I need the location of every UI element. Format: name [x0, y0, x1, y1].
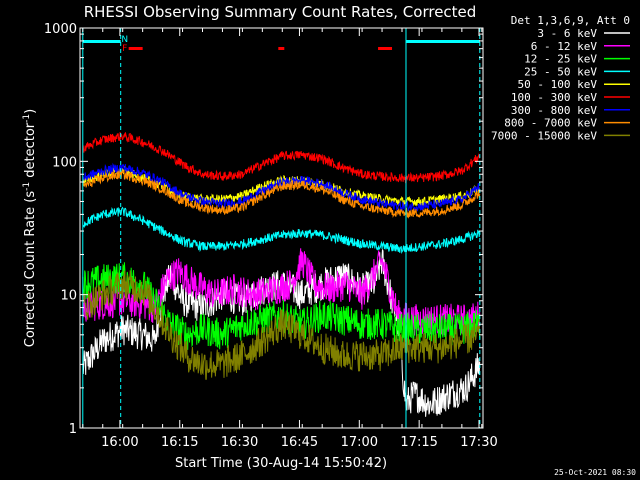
y-axis-label-part: Corrected Count Rate (s [23, 191, 38, 348]
y-tick-label: 1000 [44, 22, 77, 37]
plot-frame [79, 27, 484, 429]
x-tick-label: 16:15 [161, 435, 198, 450]
marker-layer: NF [82, 28, 481, 428]
legend-entry-label: 25 - 50 keV [524, 65, 597, 78]
x-tick-label: 17:15 [400, 435, 437, 450]
flag-label-n: N [121, 35, 128, 45]
legend-header: Det 1,3,6,9, Att 0 [511, 14, 630, 27]
x-tick-label: 16:30 [221, 435, 258, 450]
legend-entry-label: 100 - 300 keV [511, 91, 597, 104]
legend-entry-label: 12 - 25 keV [524, 53, 597, 66]
series-line-8 [82, 270, 481, 380]
x-axis-label: Start Time (30-Aug-14 15:50:42) [175, 456, 387, 471]
x-tick-label: 16:00 [101, 435, 138, 450]
flare-bar-2 [378, 47, 393, 50]
night-bar-0 [82, 40, 121, 43]
series-line-3 [82, 206, 481, 255]
legend-entry-label: 3 - 6 keV [537, 27, 597, 40]
y-axis-label-part: ) [23, 109, 38, 114]
legend-entry-label: 7000 - 15000 keV [491, 129, 597, 142]
x-tick-label: 16:45 [281, 435, 318, 450]
y-axis-label: Corrected Count Rate (s-1 detector-1) [22, 109, 38, 347]
y-tick-label: 1 [69, 422, 77, 437]
series-line-4 [82, 165, 481, 208]
y-tick-label: 10 [60, 289, 77, 304]
y-tick-label: 100 [52, 155, 77, 170]
tick-layer: 16:00 16:15 16:30 16:45 17:00 17:15 17:30 1 10 10… [44, 22, 498, 450]
legend-entry-label: 6 - 12 keV [531, 40, 598, 53]
x-tick-label: 17:00 [341, 435, 378, 450]
x-tick-label: 17:30 [460, 435, 497, 450]
flag-label-f: F [122, 44, 127, 54]
y-axis-label-sup: -1 [22, 114, 32, 123]
legend-entry-label: 300 - 800 keV [511, 104, 597, 117]
y-axis-label-sup: -1 [22, 182, 32, 191]
flare-bar-0 [128, 47, 143, 50]
series-layer [82, 131, 481, 417]
legend-entry-label: 50 - 100 keV [518, 78, 598, 91]
footer-date: 25-Oct-2021 08:30 [554, 468, 636, 477]
series-line-7 [82, 169, 481, 219]
flare-bar-1 [278, 47, 285, 50]
series-line-5 [82, 131, 481, 184]
night-bar-1 [405, 40, 480, 43]
chart-title: RHESSI Observing Summary Count Rates, Co… [84, 3, 477, 21]
legend-entry-label: 800 - 7000 keV [504, 117, 597, 130]
y-axis-label-part: detector [23, 122, 38, 182]
